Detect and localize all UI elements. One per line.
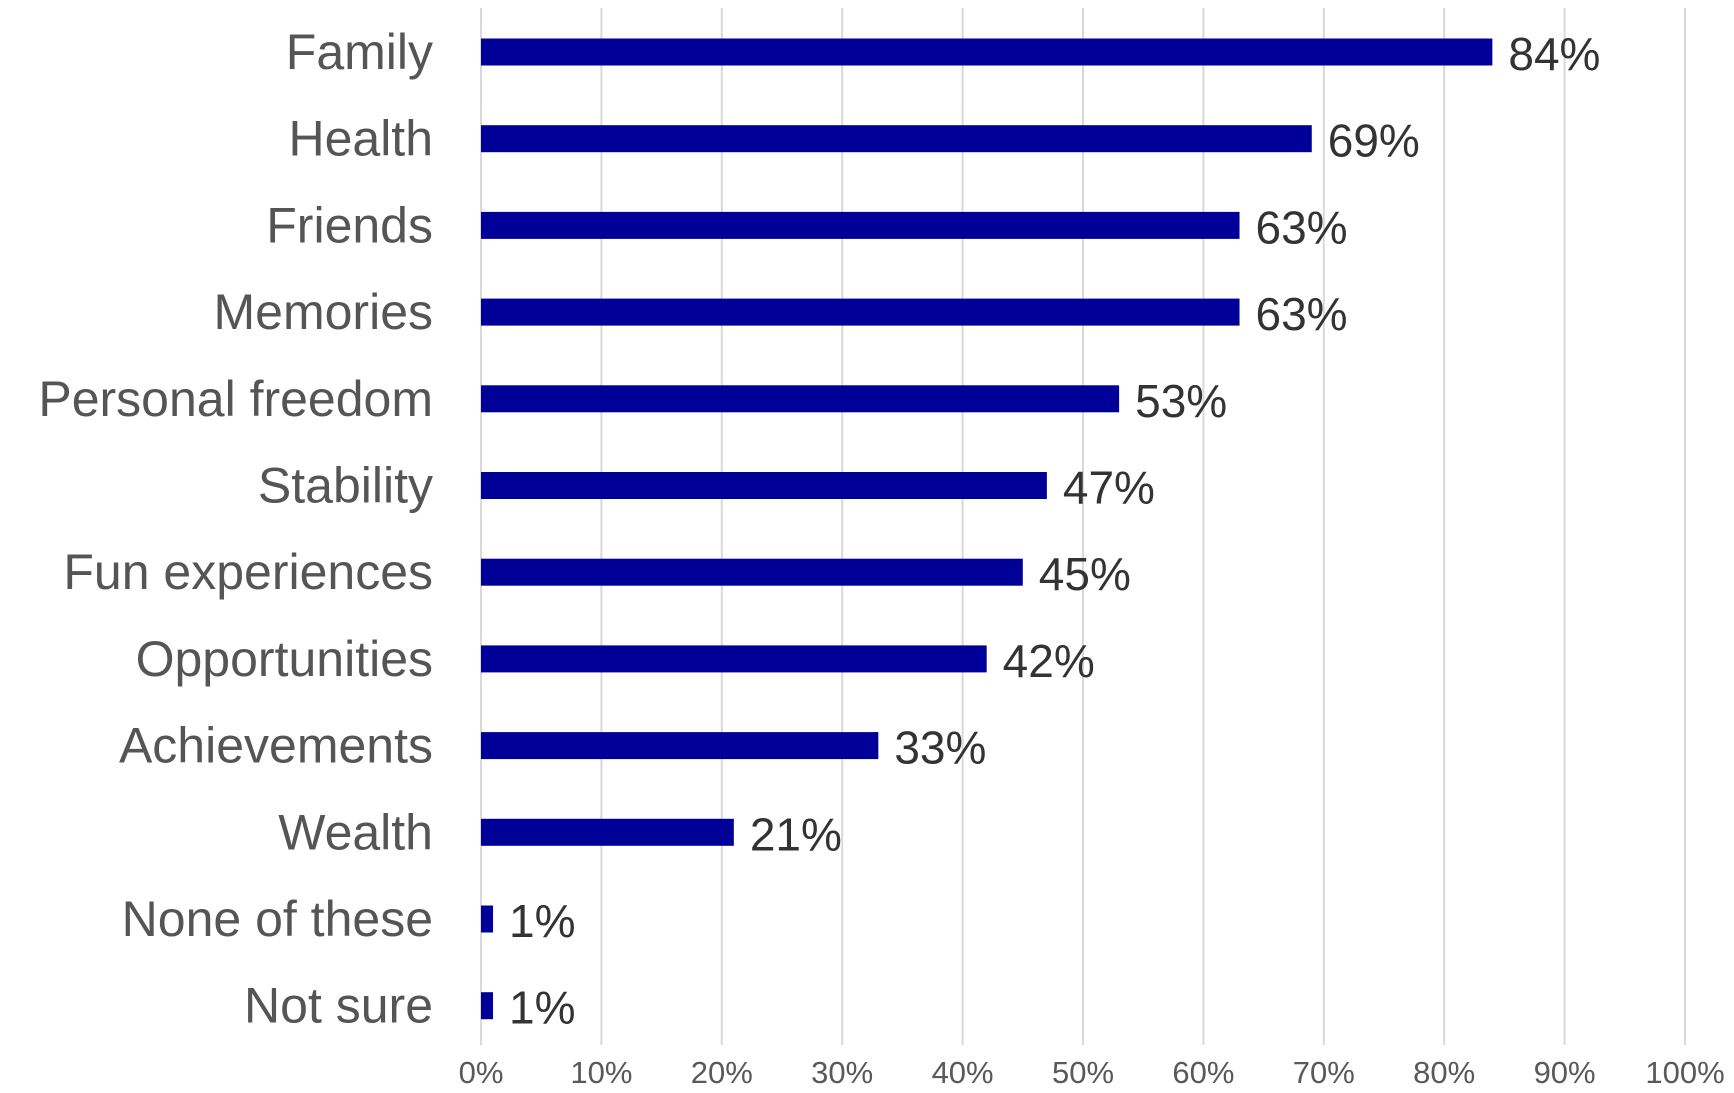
category-label: Opportunities — [136, 631, 433, 687]
data-label: 53% — [1135, 375, 1227, 427]
gridlines — [480, 8, 1686, 1045]
data-label: 84% — [1508, 28, 1600, 80]
bar — [481, 558, 1023, 586]
x-tick-label: 20% — [691, 1055, 753, 1090]
bar — [481, 645, 987, 673]
x-tick-label: 60% — [1172, 1055, 1234, 1090]
category-label: None of these — [122, 891, 433, 947]
category-label: Wealth — [278, 804, 433, 860]
bar — [481, 298, 1240, 326]
data-labels: 84% 69% 63% 63% 53% 47% 45% 42% 33% 21% 1% 1% — [509, 28, 1600, 1034]
x-tick-label: 100% — [1645, 1055, 1724, 1090]
data-label: 33% — [894, 722, 986, 774]
bar — [481, 732, 879, 760]
category-label: Health — [288, 111, 433, 167]
x-tick-label: 90% — [1534, 1055, 1596, 1090]
bar — [481, 38, 1493, 66]
data-label: 63% — [1256, 288, 1348, 340]
bar — [481, 125, 1312, 153]
x-tick-label: 70% — [1293, 1055, 1355, 1090]
x-tick-label: 30% — [811, 1055, 873, 1090]
x-tick-label: 0% — [459, 1055, 504, 1090]
data-label: 47% — [1063, 462, 1155, 514]
data-label: 1% — [509, 982, 575, 1034]
category-label: Memories — [214, 284, 433, 340]
bar — [481, 211, 1240, 239]
category-label: Stability — [258, 458, 433, 514]
data-label: 1% — [509, 895, 575, 947]
x-tick-label: 10% — [570, 1055, 632, 1090]
bar — [481, 992, 494, 1020]
category-label: Achievements — [119, 718, 433, 774]
bar — [481, 818, 734, 846]
x-tick-label: 80% — [1413, 1055, 1475, 1090]
data-label: 63% — [1256, 201, 1348, 253]
category-label: Personal freedom — [38, 371, 433, 427]
category-label: Fun experiences — [63, 544, 433, 600]
category-labels: Family Health Friends Memories Personal free… — [38, 24, 433, 1034]
bars — [481, 38, 1493, 1020]
data-label: 45% — [1039, 548, 1131, 600]
x-tick-label: 50% — [1052, 1055, 1114, 1090]
bar — [481, 905, 494, 933]
x-axis-ticks: 0% 10% 20% 30% 40% 50% 60% 70% 80% 90% 100% — [459, 1055, 1725, 1090]
x-tick-label: 40% — [932, 1055, 994, 1090]
category-label: Family — [286, 24, 433, 80]
data-label: 21% — [750, 808, 842, 860]
bar — [481, 472, 1047, 499]
data-label: 69% — [1328, 115, 1420, 167]
bar — [481, 385, 1120, 413]
category-label: Friends — [266, 197, 433, 253]
category-label: Not sure — [244, 978, 433, 1034]
data-label: 42% — [1003, 635, 1095, 687]
